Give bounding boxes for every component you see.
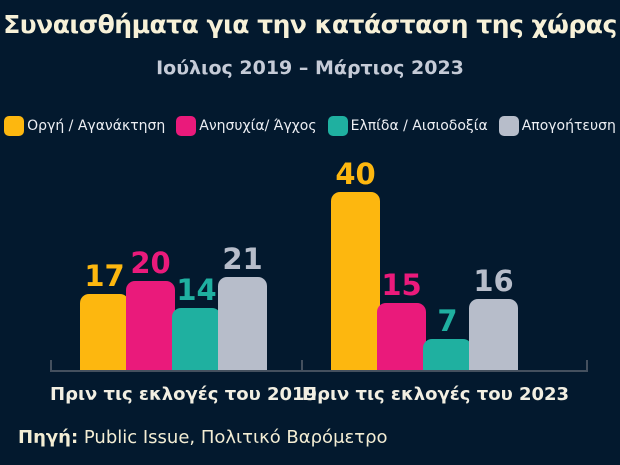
bar bbox=[423, 339, 472, 370]
bar bbox=[172, 308, 221, 370]
bar bbox=[377, 303, 426, 370]
bar-group: 17 20 14 21 bbox=[80, 0, 267, 370]
bar-cell: 40 bbox=[331, 160, 380, 370]
bar-value-label: 40 bbox=[335, 157, 376, 191]
legend-label: Ανησυχία/ Άγχος bbox=[199, 118, 317, 134]
bar-cell: 21 bbox=[218, 245, 267, 370]
legend-item: Οργή / Αγανάκτηση bbox=[4, 116, 165, 136]
bar bbox=[80, 294, 129, 370]
legend-label: Ελπίδα / Αισιοδοξία bbox=[350, 118, 488, 134]
bar bbox=[126, 281, 175, 370]
bar-cell: 7 bbox=[423, 307, 472, 370]
bar-cell: 20 bbox=[126, 249, 175, 370]
bar-cell: 17 bbox=[80, 262, 129, 370]
legend-item: Ελπίδα / Αισιοδοξία bbox=[327, 116, 488, 136]
category-label-2019: Πριν τις εκλογές του 2019 bbox=[50, 384, 318, 405]
legend-swatch bbox=[498, 116, 519, 136]
page-title: Συναισθήματα για την κατάσταση της χώρας bbox=[3, 10, 617, 39]
bar-value-label: 21 bbox=[222, 242, 263, 276]
bar-value-label: 16 bbox=[473, 264, 514, 298]
category-label-2023: Πριν τις εκλογές του 2023 bbox=[302, 384, 570, 405]
legend-label: Οργή / Αγανάκτηση bbox=[27, 118, 166, 134]
bar bbox=[469, 299, 518, 370]
source-prefix: Πηγή: bbox=[18, 427, 79, 448]
bar bbox=[218, 277, 267, 370]
legend-swatch bbox=[4, 116, 25, 136]
source-text: Public Issue, Πολιτικό Βαρόμετρο bbox=[78, 427, 388, 448]
bar-group: 40 15 7 16 bbox=[331, 0, 518, 370]
bar-value-label: 20 bbox=[130, 246, 171, 280]
bar-cell: 16 bbox=[469, 267, 518, 370]
bar-cell: 14 bbox=[172, 276, 221, 370]
bar bbox=[331, 192, 380, 370]
bar-cell: 15 bbox=[377, 271, 426, 370]
bar-value-label: 14 bbox=[176, 273, 217, 307]
page-subtitle: Ιούλιος 2019 – Μάρτιος 2023 bbox=[156, 57, 464, 79]
legend-swatch bbox=[176, 116, 197, 136]
legend-item: Απογοήτευση bbox=[498, 116, 616, 136]
x-axis-line bbox=[50, 360, 588, 372]
source-note: Πηγή: Public Issue, Πολιτικό Βαρόμετρο bbox=[18, 427, 388, 448]
axis-middle-tick bbox=[301, 360, 303, 370]
legend-label: Απογοήτευση bbox=[521, 118, 616, 134]
bar-value-label: 7 bbox=[437, 304, 458, 338]
legend-swatch bbox=[327, 116, 348, 136]
legend: Οργή / Αγανάκτηση Ανησυχία/ Άγχος Ελπίδα /… bbox=[0, 112, 620, 140]
bar-value-label: 15 bbox=[381, 268, 422, 302]
bar-value-label: 17 bbox=[84, 259, 125, 293]
legend-item: Ανησυχία/ Άγχος bbox=[176, 116, 317, 136]
